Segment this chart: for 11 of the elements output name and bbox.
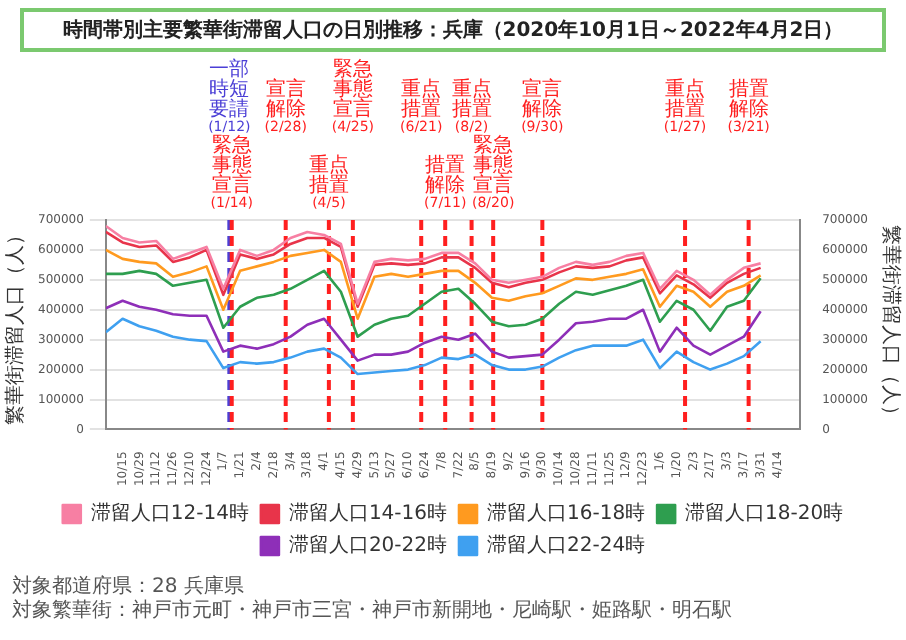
legend-label: 滞留人口16-18時 [487,501,646,526]
legend-label: 滞留人口22-24時 [487,533,646,558]
text: 対象繁華街：神戸市元町・神戸市三宮・神戸市新開地・尼崎駅・姫路駅・明石駅 [12,600,734,624]
legend-label: 滞留人口20-22時 [288,533,448,558]
y2-axis-title: 繁華街滞留人口（人） [878,224,903,425]
legend-label: 滞留人口12-14時 [90,501,249,526]
y-axis-title: 繁華街滞留人口（人） [3,224,28,425]
text: 対象都道府県：28 兵庫県 [12,576,246,599]
legend-label: 滞留人口18-20時 [685,501,844,526]
legend-label: 滞留人口14-16時 [288,501,448,526]
chart-title: 時間帯別主要繁華街滞留人口の日別推移：兵庫（2020年10月1日～2022年4月2日） [20,8,886,52]
